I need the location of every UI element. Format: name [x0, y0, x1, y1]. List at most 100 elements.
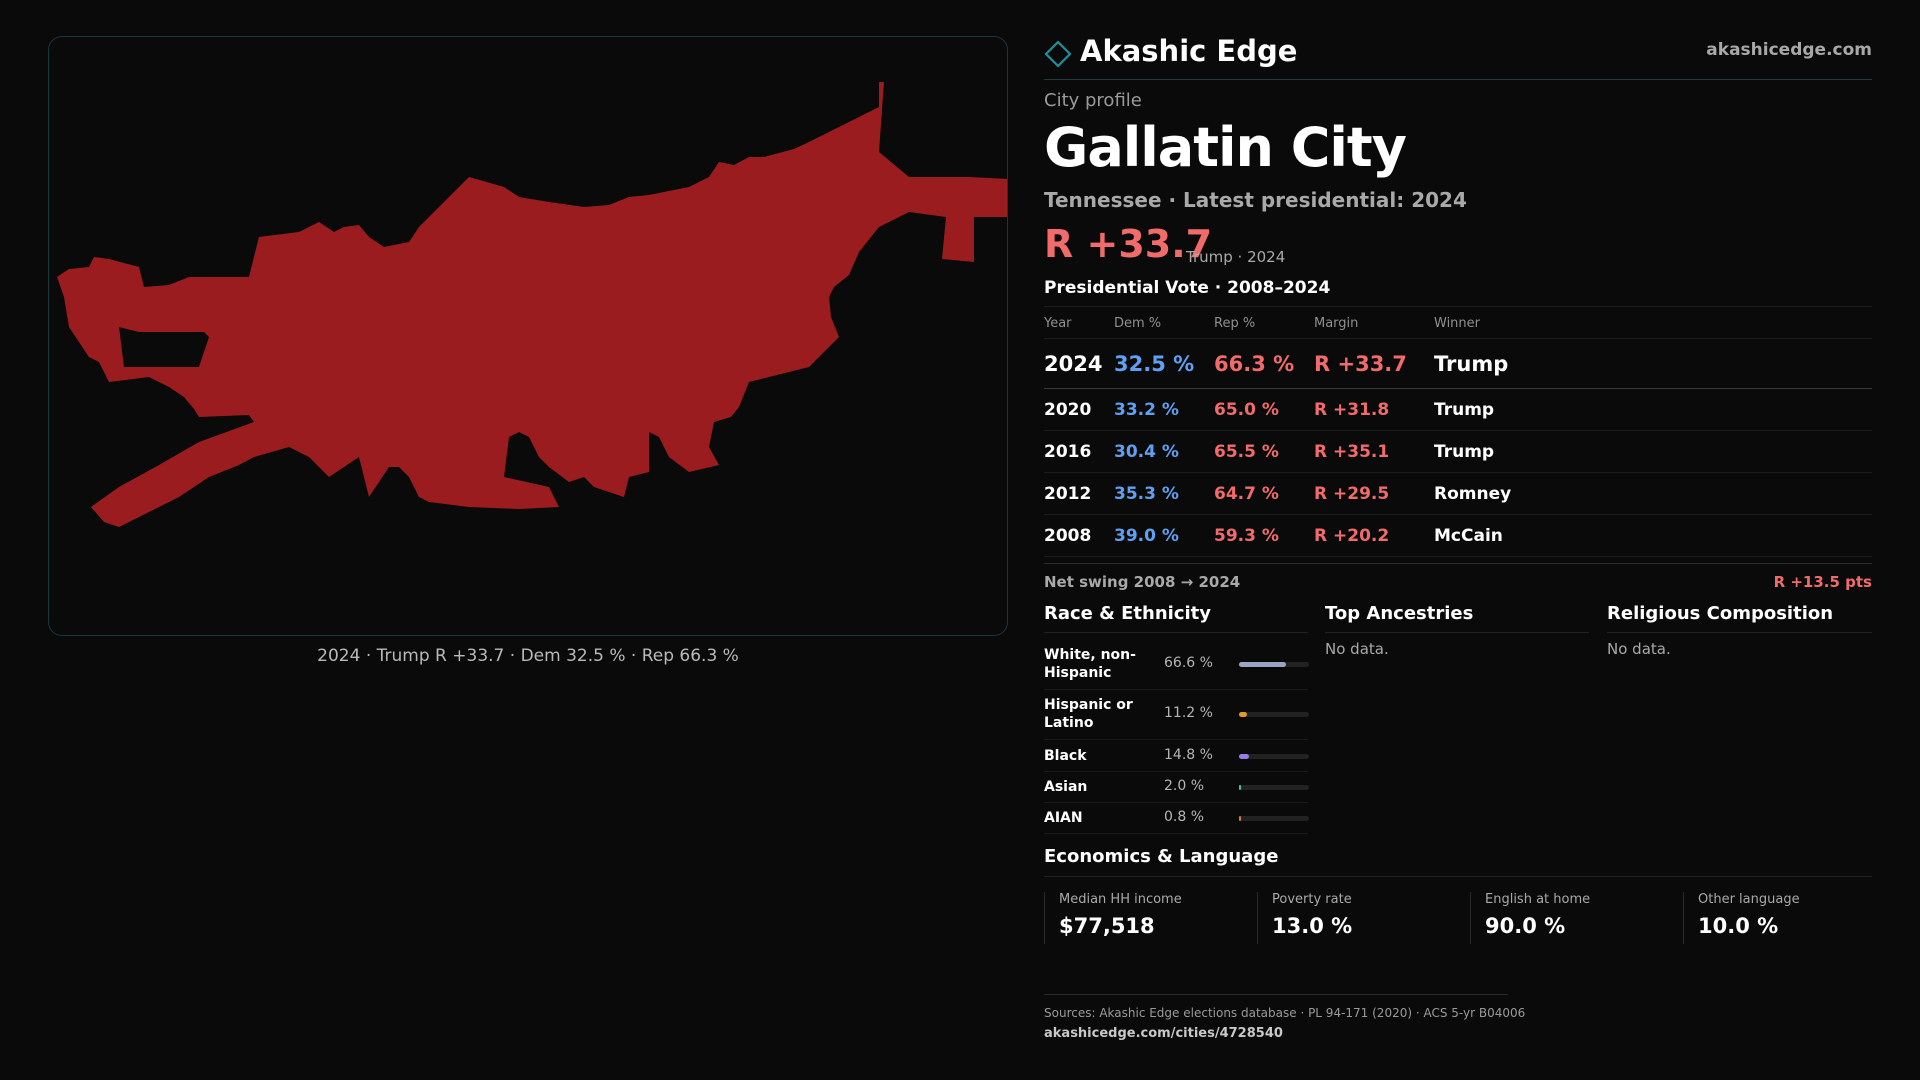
- race-bar-track: [1239, 712, 1309, 717]
- net-swing-row: Net swing 2008 → 2024 R +13.5 pts: [1044, 563, 1872, 595]
- row-year: 2016: [1044, 442, 1092, 462]
- stat-poverty-rate: Poverty rate 13.0 %: [1257, 892, 1469, 944]
- race-bar-fill: [1239, 816, 1241, 821]
- stat-label: Median HH income: [1059, 892, 1182, 907]
- race-pct: 2.0 %: [1164, 778, 1205, 794]
- ancestries-empty-state: No data.: [1325, 640, 1389, 658]
- race-bar-track: [1239, 662, 1309, 667]
- footer-city-link[interactable]: akashicedge.com/cities/4728540: [1044, 1026, 1283, 1041]
- race-pct: 66.6 %: [1164, 655, 1213, 671]
- brand-url-link[interactable]: akashicedge.com: [1706, 40, 1872, 60]
- row-dem-pct: 39.0 %: [1114, 526, 1179, 546]
- column-header-rep: Rep %: [1214, 316, 1256, 331]
- row-year: 2008: [1044, 526, 1092, 546]
- stat-value: 13.0 %: [1272, 914, 1353, 938]
- race-section-title: Race & Ethnicity: [1044, 603, 1211, 624]
- list-item: Black 14.8 %: [1044, 740, 1309, 772]
- row-dem-pct: 32.5 %: [1114, 352, 1195, 376]
- city-subline: Tennessee · Latest presidential: 2024: [1044, 188, 1467, 212]
- race-bar-fill: [1239, 754, 1249, 759]
- diamond-logo-icon: [1044, 40, 1072, 68]
- list-item: White, non-Hispanic 66.6 %: [1044, 640, 1309, 690]
- column-header-year: Year: [1044, 316, 1072, 331]
- row-winner: McCain: [1434, 526, 1503, 546]
- stat-other-language: Other language 10.0 %: [1683, 892, 1872, 944]
- stat-label: Other language: [1698, 892, 1800, 907]
- city-map-panel[interactable]: [48, 36, 1008, 636]
- table-row: 2008 39.0 % 59.3 % R +20.2 McCain: [1044, 515, 1872, 557]
- race-bar-track: [1239, 754, 1309, 759]
- race-pct: 0.8 %: [1164, 809, 1205, 825]
- brand-name: Akashic Edge: [1080, 34, 1298, 68]
- row-margin: R +35.1: [1314, 442, 1390, 462]
- presidential-vote-table: Year Dem % Rep % Margin Winner 2024 32.5…: [1044, 306, 1872, 557]
- row-winner: Trump: [1434, 400, 1495, 420]
- stat-value: 90.0 %: [1485, 914, 1566, 938]
- profile-kicker: City profile: [1044, 90, 1142, 111]
- race-bar-track: [1239, 816, 1309, 821]
- race-label: White, non-Hispanic: [1044, 647, 1136, 681]
- race-pct: 14.8 %: [1164, 747, 1213, 763]
- column-header-winner: Winner: [1434, 316, 1481, 331]
- row-winner: Trump: [1434, 352, 1509, 376]
- row-rep-pct: 65.5 %: [1214, 442, 1279, 462]
- row-winner: Trump: [1434, 442, 1495, 462]
- ancestries-section-divider: [1325, 632, 1589, 633]
- ancestries-section-title: Top Ancestries: [1325, 603, 1474, 624]
- stat-english-at-home: English at home 90.0 %: [1470, 892, 1682, 944]
- row-margin: R +29.5: [1314, 484, 1390, 504]
- race-label: Hispanic or Latino: [1044, 697, 1133, 731]
- city-boundary-map: [57, 82, 1008, 527]
- row-margin: R +31.8: [1314, 400, 1390, 420]
- table-row: 2024 32.5 % 66.3 % R +33.7 Trump: [1044, 339, 1872, 389]
- latest-margin-note: Trump · 2024: [1186, 248, 1286, 266]
- row-rep-pct: 65.0 %: [1214, 400, 1279, 420]
- row-margin: R +20.2: [1314, 526, 1390, 546]
- row-rep-pct: 64.7 %: [1214, 484, 1279, 504]
- economics-section-divider: [1044, 876, 1872, 877]
- row-rep-pct: 59.3 %: [1214, 526, 1279, 546]
- list-item: Asian 2.0 %: [1044, 772, 1309, 803]
- race-pct: 11.2 %: [1164, 705, 1213, 721]
- race-bar-fill: [1239, 662, 1286, 667]
- column-header-margin: Margin: [1314, 316, 1359, 331]
- race-label: AIAN: [1044, 810, 1083, 826]
- race-bar-fill: [1239, 712, 1247, 717]
- religion-section-title: Religious Composition: [1607, 603, 1834, 624]
- stat-value: $77,518: [1059, 914, 1155, 938]
- table-row: 2020 33.2 % 65.0 % R +31.8 Trump: [1044, 389, 1872, 431]
- column-header-dem: Dem %: [1114, 316, 1162, 331]
- stat-value: 10.0 %: [1698, 914, 1779, 938]
- row-rep-pct: 66.3 %: [1214, 352, 1295, 376]
- race-section-divider: [1044, 632, 1308, 633]
- race-bar-track: [1239, 785, 1309, 790]
- net-swing-label: Net swing 2008 → 2024: [1044, 573, 1241, 591]
- row-dem-pct: 30.4 %: [1114, 442, 1179, 462]
- row-year: 2012: [1044, 484, 1092, 504]
- stat-label: Poverty rate: [1272, 892, 1352, 907]
- page-title: Gallatin City: [1044, 116, 1407, 179]
- table-row: 2012 35.3 % 64.7 % R +29.5 Romney: [1044, 473, 1872, 515]
- row-winner: Romney: [1434, 484, 1512, 504]
- brand-header: Akashic Edge akashicedge.com: [1044, 34, 1872, 80]
- row-margin: R +33.7: [1314, 352, 1407, 376]
- economics-section-title: Economics & Language: [1044, 846, 1279, 867]
- race-label: Asian: [1044, 779, 1088, 795]
- city-boundary-shape[interactable]: [57, 82, 1008, 527]
- map-caption: 2024 · Trump R +33.7 · Dem 32.5 % · Rep …: [317, 646, 739, 666]
- list-item: Hispanic or Latino 11.2 %: [1044, 690, 1309, 740]
- race-bar-fill: [1239, 785, 1241, 790]
- latest-margin: R +33.7: [1044, 222, 1213, 266]
- religion-empty-state: No data.: [1607, 640, 1671, 658]
- list-item: AIAN 0.8 %: [1044, 803, 1309, 834]
- row-year: 2024: [1044, 352, 1103, 376]
- row-dem-pct: 35.3 %: [1114, 484, 1179, 504]
- race-label: Black: [1044, 748, 1087, 764]
- footer-sources: Sources: Akashic Edge elections database…: [1044, 1006, 1526, 1020]
- footer-divider: [1044, 994, 1508, 995]
- net-swing-value: R +13.5 pts: [1773, 573, 1872, 591]
- religion-section-divider: [1607, 632, 1872, 633]
- stat-label: English at home: [1485, 892, 1591, 907]
- table-row: 2016 30.4 % 65.5 % R +35.1 Trump: [1044, 431, 1872, 473]
- votes-section-title: Presidential Vote · 2008–2024: [1044, 278, 1331, 298]
